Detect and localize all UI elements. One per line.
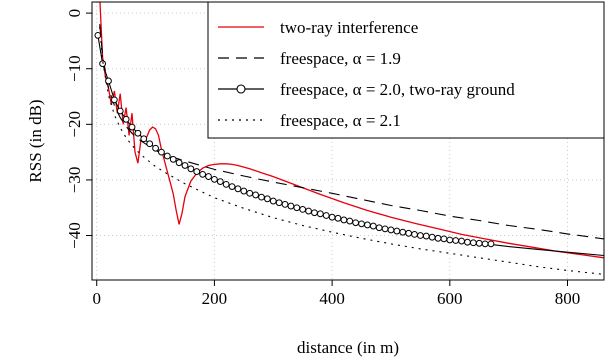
series-2-point-5 bbox=[122, 115, 130, 123]
series-2-point-23 bbox=[228, 183, 236, 190]
series-2-point-13 bbox=[169, 155, 177, 163]
series-2-point-28 bbox=[258, 193, 265, 201]
series-2-point-11 bbox=[158, 148, 165, 156]
y-axis-label: RSS (in dB) bbox=[26, 99, 45, 182]
series-2-point-62 bbox=[458, 237, 465, 245]
series-2-point-34 bbox=[293, 204, 301, 212]
series-2-point-30 bbox=[269, 197, 277, 205]
series-2-point-45 bbox=[358, 220, 365, 228]
series-2-point-47 bbox=[369, 222, 377, 230]
legend-label-0: two-ray interference bbox=[280, 18, 418, 37]
series-2-point-48 bbox=[375, 224, 383, 232]
x-tick-label-2: 400 bbox=[319, 289, 345, 308]
series-2-point-40 bbox=[328, 213, 336, 221]
series-2-point-12 bbox=[163, 152, 171, 160]
series-2-point-36 bbox=[305, 207, 312, 215]
x-tick-label-1: 200 bbox=[202, 289, 228, 308]
y-tick-label-4: −40 bbox=[65, 222, 84, 249]
series-2-point-66 bbox=[481, 240, 489, 248]
series-2-point-7 bbox=[134, 129, 142, 137]
series-2-point-51 bbox=[393, 227, 401, 235]
series-2-point-59 bbox=[440, 235, 448, 243]
series-2-point-60 bbox=[446, 236, 454, 244]
x-tick-label-4: 800 bbox=[555, 289, 581, 308]
legend: two-ray interference freespace, α = 1.9 fr… bbox=[207, 1, 605, 139]
series-2-point-3 bbox=[110, 96, 118, 104]
legend-box bbox=[207, 1, 605, 139]
series-2-point-61 bbox=[452, 237, 460, 244]
series-2-point-17 bbox=[193, 168, 201, 175]
series-2-point-19 bbox=[205, 173, 212, 180]
series-2-point-55 bbox=[416, 232, 424, 239]
series-2-point-10 bbox=[152, 144, 159, 152]
series-2-point-56 bbox=[422, 232, 430, 240]
series-2-point-53 bbox=[405, 229, 413, 237]
series-2-point-58 bbox=[434, 234, 442, 242]
series-2-point-64 bbox=[469, 239, 477, 247]
legend-label-2: freespace, α = 2.0, two-ray ground bbox=[280, 80, 515, 99]
series-2-point-35 bbox=[299, 205, 307, 213]
series-2-point-57 bbox=[428, 233, 436, 241]
series-2-point-38 bbox=[316, 210, 324, 218]
y-tick-label-2: −20 bbox=[65, 111, 84, 138]
series-2-point-42 bbox=[340, 216, 348, 224]
axis-ticks: 0 200 400 600 800 0 −10 −20 −30 −40 bbox=[65, 9, 580, 308]
series-2-point-6 bbox=[128, 123, 136, 131]
series-2-point-25 bbox=[240, 187, 248, 195]
series-2-point-18 bbox=[199, 170, 207, 178]
y-tick-label-3: −30 bbox=[65, 167, 84, 194]
series-layer bbox=[94, 2, 604, 275]
legend-marker-2 bbox=[236, 84, 246, 94]
series-2-point-37 bbox=[311, 209, 318, 217]
series-2-point-15 bbox=[181, 162, 189, 169]
series-2-point-65 bbox=[475, 239, 483, 247]
series-2-point-2 bbox=[105, 77, 112, 85]
series-2-point-27 bbox=[252, 191, 260, 199]
series-2-point-50 bbox=[387, 226, 395, 234]
series-2-point-14 bbox=[175, 159, 183, 167]
series-2-point-20 bbox=[211, 175, 218, 183]
series-2-point-44 bbox=[352, 219, 360, 227]
series-2-point-63 bbox=[464, 238, 471, 246]
y-tick-label-1: −10 bbox=[65, 55, 84, 82]
series-2-point-32 bbox=[281, 200, 289, 208]
series-2-point-21 bbox=[216, 178, 224, 185]
series-2-point-16 bbox=[187, 165, 195, 173]
series-line-3 bbox=[99, 26, 604, 275]
series-2-point-52 bbox=[399, 228, 407, 236]
series-2-point-46 bbox=[364, 221, 371, 229]
series-2-point-67 bbox=[487, 240, 495, 248]
series-2-point-33 bbox=[287, 202, 295, 210]
series-2-point-31 bbox=[275, 199, 283, 207]
series-2-point-43 bbox=[346, 217, 354, 225]
series-line-0 bbox=[99, 2, 604, 259]
series-2-point-49 bbox=[381, 225, 389, 233]
series-2-point-4 bbox=[116, 107, 124, 115]
series-2-point-8 bbox=[140, 135, 148, 143]
series-2-point-41 bbox=[334, 214, 342, 222]
x-tick-label-3: 600 bbox=[437, 289, 463, 308]
series-2-point-54 bbox=[411, 231, 418, 238]
series-2-point-39 bbox=[322, 212, 330, 219]
series-2-point-24 bbox=[234, 185, 242, 193]
series-2-point-26 bbox=[246, 189, 254, 197]
series-2-point-22 bbox=[222, 180, 230, 188]
series-2-point-29 bbox=[263, 195, 271, 203]
x-tick-label-0: 0 bbox=[92, 289, 101, 308]
series-2-point-9 bbox=[146, 140, 154, 148]
series-line-1 bbox=[99, 24, 604, 240]
legend-label-3: freespace, α = 2.1 bbox=[280, 111, 401, 130]
y-tick-label-0: 0 bbox=[65, 9, 84, 17]
legend-label-1: freespace, α = 1.9 bbox=[280, 49, 401, 68]
x-axis-label: distance (in m) bbox=[297, 338, 399, 357]
series-2-point-1 bbox=[99, 60, 106, 68]
